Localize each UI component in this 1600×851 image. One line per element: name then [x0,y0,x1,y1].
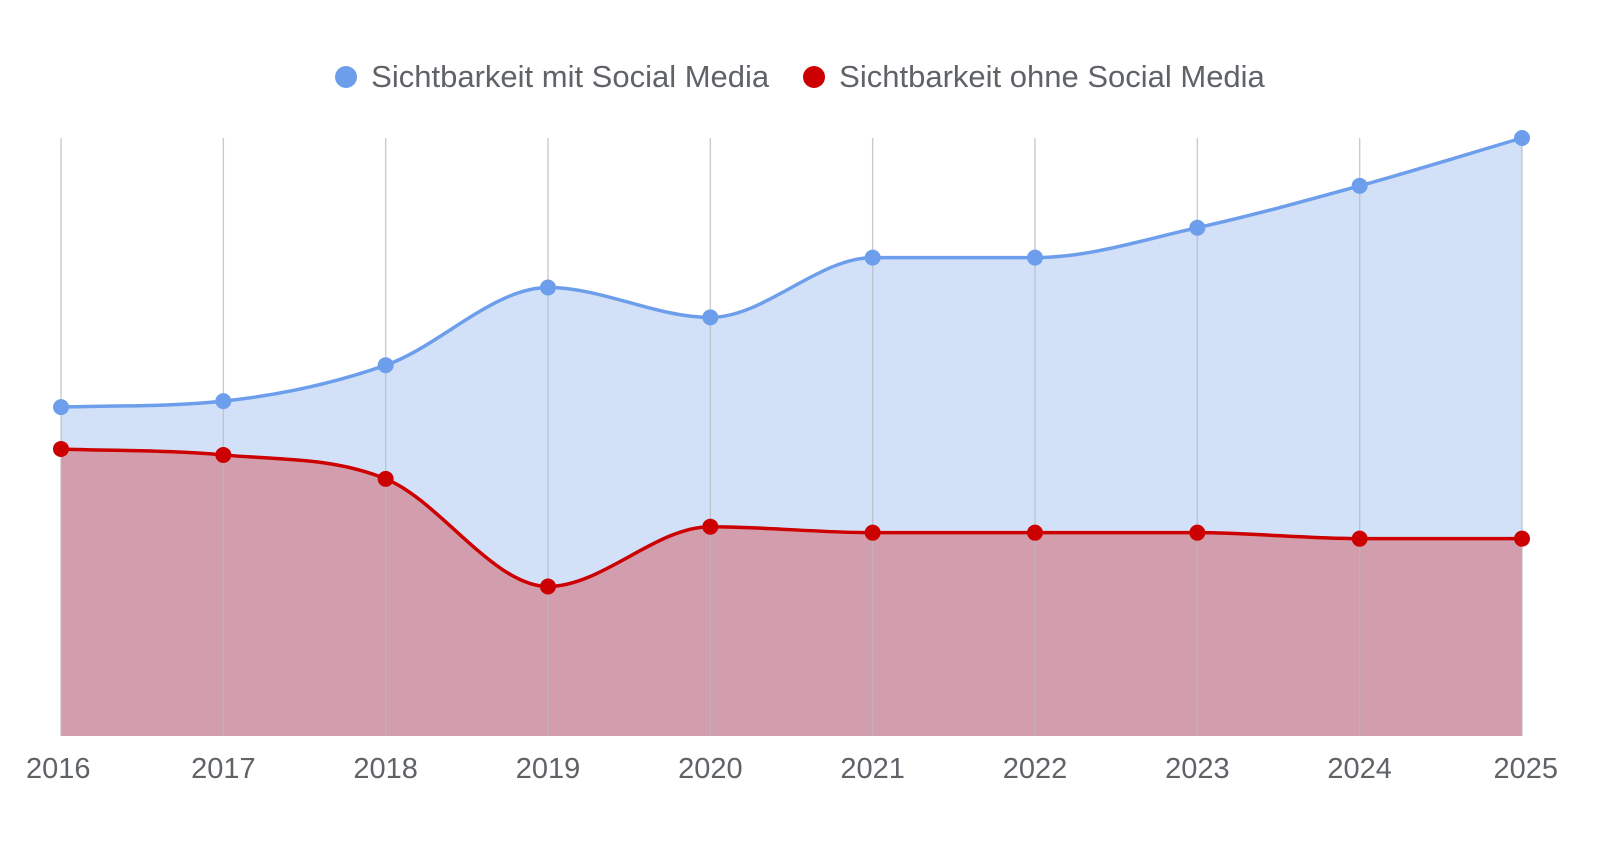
data-point-series-0-2018 [377,357,394,374]
data-point-series-0-2023 [1189,219,1206,236]
x-tick-label-2024: 2024 [1327,753,1392,785]
data-point-series-1-2019 [540,578,556,595]
data-point-series-1-2022 [1027,524,1043,541]
gridlines [60,138,1523,736]
area-fills [61,138,1522,736]
data-point-series-0-2017 [215,393,232,410]
data-point-series-1-2021 [864,524,881,541]
series-line-0 [60,136,1523,409]
data-point-series-0-2024 [1351,177,1368,194]
legend-dot-without-social [803,66,826,88]
x-tick-label-2020: 2020 [678,753,743,785]
legend-label-with-social: Sichtbarkeit mit Social Media [371,59,770,94]
data-point-series-0-2016 [53,399,69,416]
data-point-series-1-2025 [1514,530,1530,547]
x-tick-label-2019: 2019 [516,753,581,785]
x-tick-label-2023: 2023 [1165,753,1230,785]
data-point-series-1-2024 [1351,530,1368,547]
data-point-series-1-2016 [53,440,69,457]
data-point-series-1-2017 [215,446,232,463]
x-tick-label-2017: 2017 [191,753,256,785]
data-point-series-0-2020 [702,309,719,326]
data-point-series-1-2023 [1189,524,1206,541]
data-point-series-0-2025 [1514,130,1530,146]
x-tick-label-2025: 2025 [1493,753,1558,785]
chart-legend: Sichtbarkeit mit Social Media Sichtbarke… [0,52,1600,102]
legend-item-without-social[interactable]: Sichtbarkeit ohne Social Media [803,59,1265,95]
series-line-1 [60,447,1522,589]
data-point-series-0-2021 [864,249,881,266]
data-point-series-0-2019 [540,279,556,296]
x-tick-label-2016: 2016 [26,753,91,785]
legend-dot-with-social [335,66,358,88]
x-tick-label-2022: 2022 [1003,753,1068,785]
x-tick-label-2018: 2018 [353,753,418,785]
legend-label-without-social: Sichtbarkeit ohne Social Media [839,59,1265,94]
legend-item-with-social[interactable]: Sichtbarkeit mit Social Media [335,59,769,95]
x-tick-label-2021: 2021 [840,753,905,785]
area-fill-series-1 [61,448,1522,736]
data-point-series-1-2018 [377,470,394,487]
data-point-series-1-2020 [702,518,719,535]
data-point-series-0-2022 [1027,249,1043,266]
